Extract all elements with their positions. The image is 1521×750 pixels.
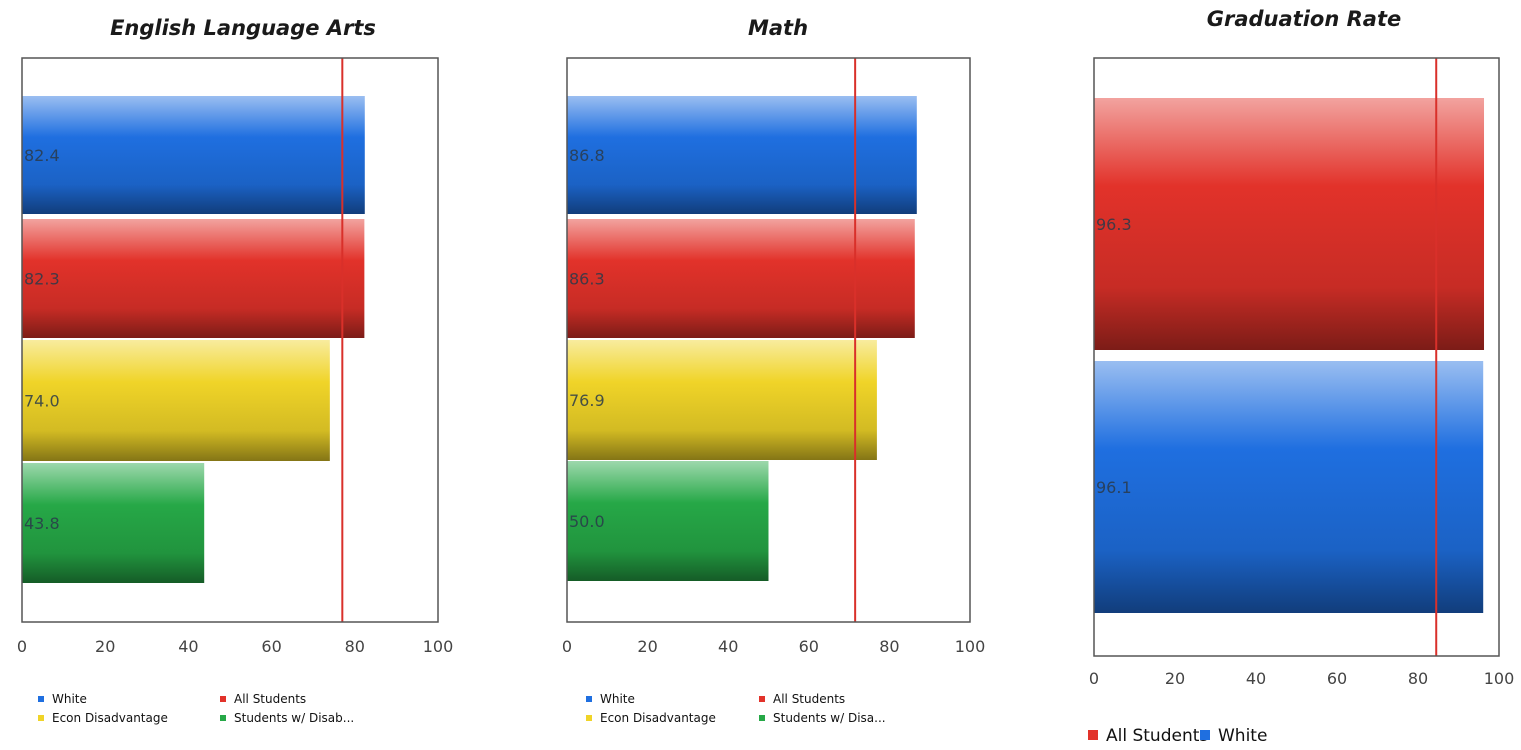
bar-all-students [22,219,365,338]
legend-swatch-all-students [220,696,226,702]
legend-swatch-white [38,696,44,702]
chart-title: English Language Arts [110,16,376,40]
legend-swatch-all-students [1088,730,1098,740]
legend-swatch-students-w-disabilities [220,715,226,721]
x-tick-label: 60 [799,637,819,656]
data-label-econ-disadvantage: 74.0 [24,392,60,411]
legend-swatch-econ-disadvantage [38,715,44,721]
legend-swatch-students-w-disabilities [759,715,765,721]
legend-label-econ-disadvantage: Econ Disadvantage [600,711,716,725]
x-tick-label: 40 [1246,669,1266,688]
bar-all-students [1094,98,1485,350]
chart-title: Graduation Rate [1207,7,1401,31]
x-tick-label: 20 [637,637,657,656]
plot-frame [566,57,971,623]
x-tick-label: 100 [955,637,986,656]
data-label-white: 96.1 [1096,478,1132,497]
legend-label-econ-disadvantage: Econ Disadvantage [52,711,168,725]
legend-label-all-students: All Students [234,692,306,706]
legend-label-white: White [52,692,87,706]
data-label-students-w-disabilities: 43.8 [24,514,60,533]
legend-label-all-students: All Students [1106,726,1208,746]
chart-math: Math 86.8 86.3 76.9 50.0 0 20 40 60 80 100 White… [562,16,985,725]
legend-label-white: White [1218,726,1267,746]
x-tick-label: 60 [1327,669,1347,688]
x-tick-label: 20 [1165,669,1185,688]
x-tick-label: 80 [1408,669,1428,688]
bar-students-w-disabilities [567,461,769,581]
x-tick-label: 60 [261,637,281,656]
bar-white [1094,361,1484,613]
chart-graduation-rate: Graduation Rate 96.3 96.1 0 20 40 60 80 100 Al… [1088,7,1514,746]
plot-frame [1093,57,1500,657]
data-label-all-students: 82.3 [24,270,60,289]
data-label-white: 86.8 [569,146,605,165]
bar-students-w-disabilities [22,463,205,583]
bar-all-students [567,219,915,338]
chart-english-language-arts: English Language Arts 82.4 82.3 74.0 43.8 0… [17,16,453,725]
x-tick-label: 40 [718,637,738,656]
x-tick-label: 0 [17,637,27,656]
legend-label-all-students: All Students [773,692,845,706]
bar-econ-disadvantage [567,340,877,460]
data-label-econ-disadvantage: 76.9 [569,391,605,410]
data-label-students-w-disabilities: 50.0 [569,512,605,531]
x-tick-label: 80 [345,637,365,656]
data-label-all-students: 86.3 [569,270,605,289]
x-tick-label: 20 [95,637,115,656]
x-tick-label: 0 [562,637,572,656]
data-label-all-students: 96.3 [1096,215,1132,234]
x-tick-label: 40 [178,637,198,656]
bar-white [22,96,365,214]
legend-swatch-econ-disadvantage [586,715,592,721]
legend-label-white: White [600,692,635,706]
bar-white [567,96,917,214]
bar-econ-disadvantage [22,340,330,461]
chart-title: Math [748,16,808,40]
legend-swatch-all-students [759,696,765,702]
legend-swatch-white [586,696,592,702]
x-tick-label: 100 [1484,669,1515,688]
legend-label-students-w-disabilities: Students w/ Disa... [773,711,886,725]
data-label-white: 82.4 [24,146,60,165]
plot-frame [21,57,439,623]
legend-label-students-w-disabilities: Students w/ Disab... [234,711,354,725]
x-tick-label: 0 [1089,669,1099,688]
legend-swatch-white [1200,730,1210,740]
x-tick-label: 80 [879,637,899,656]
x-tick-label: 100 [423,637,454,656]
